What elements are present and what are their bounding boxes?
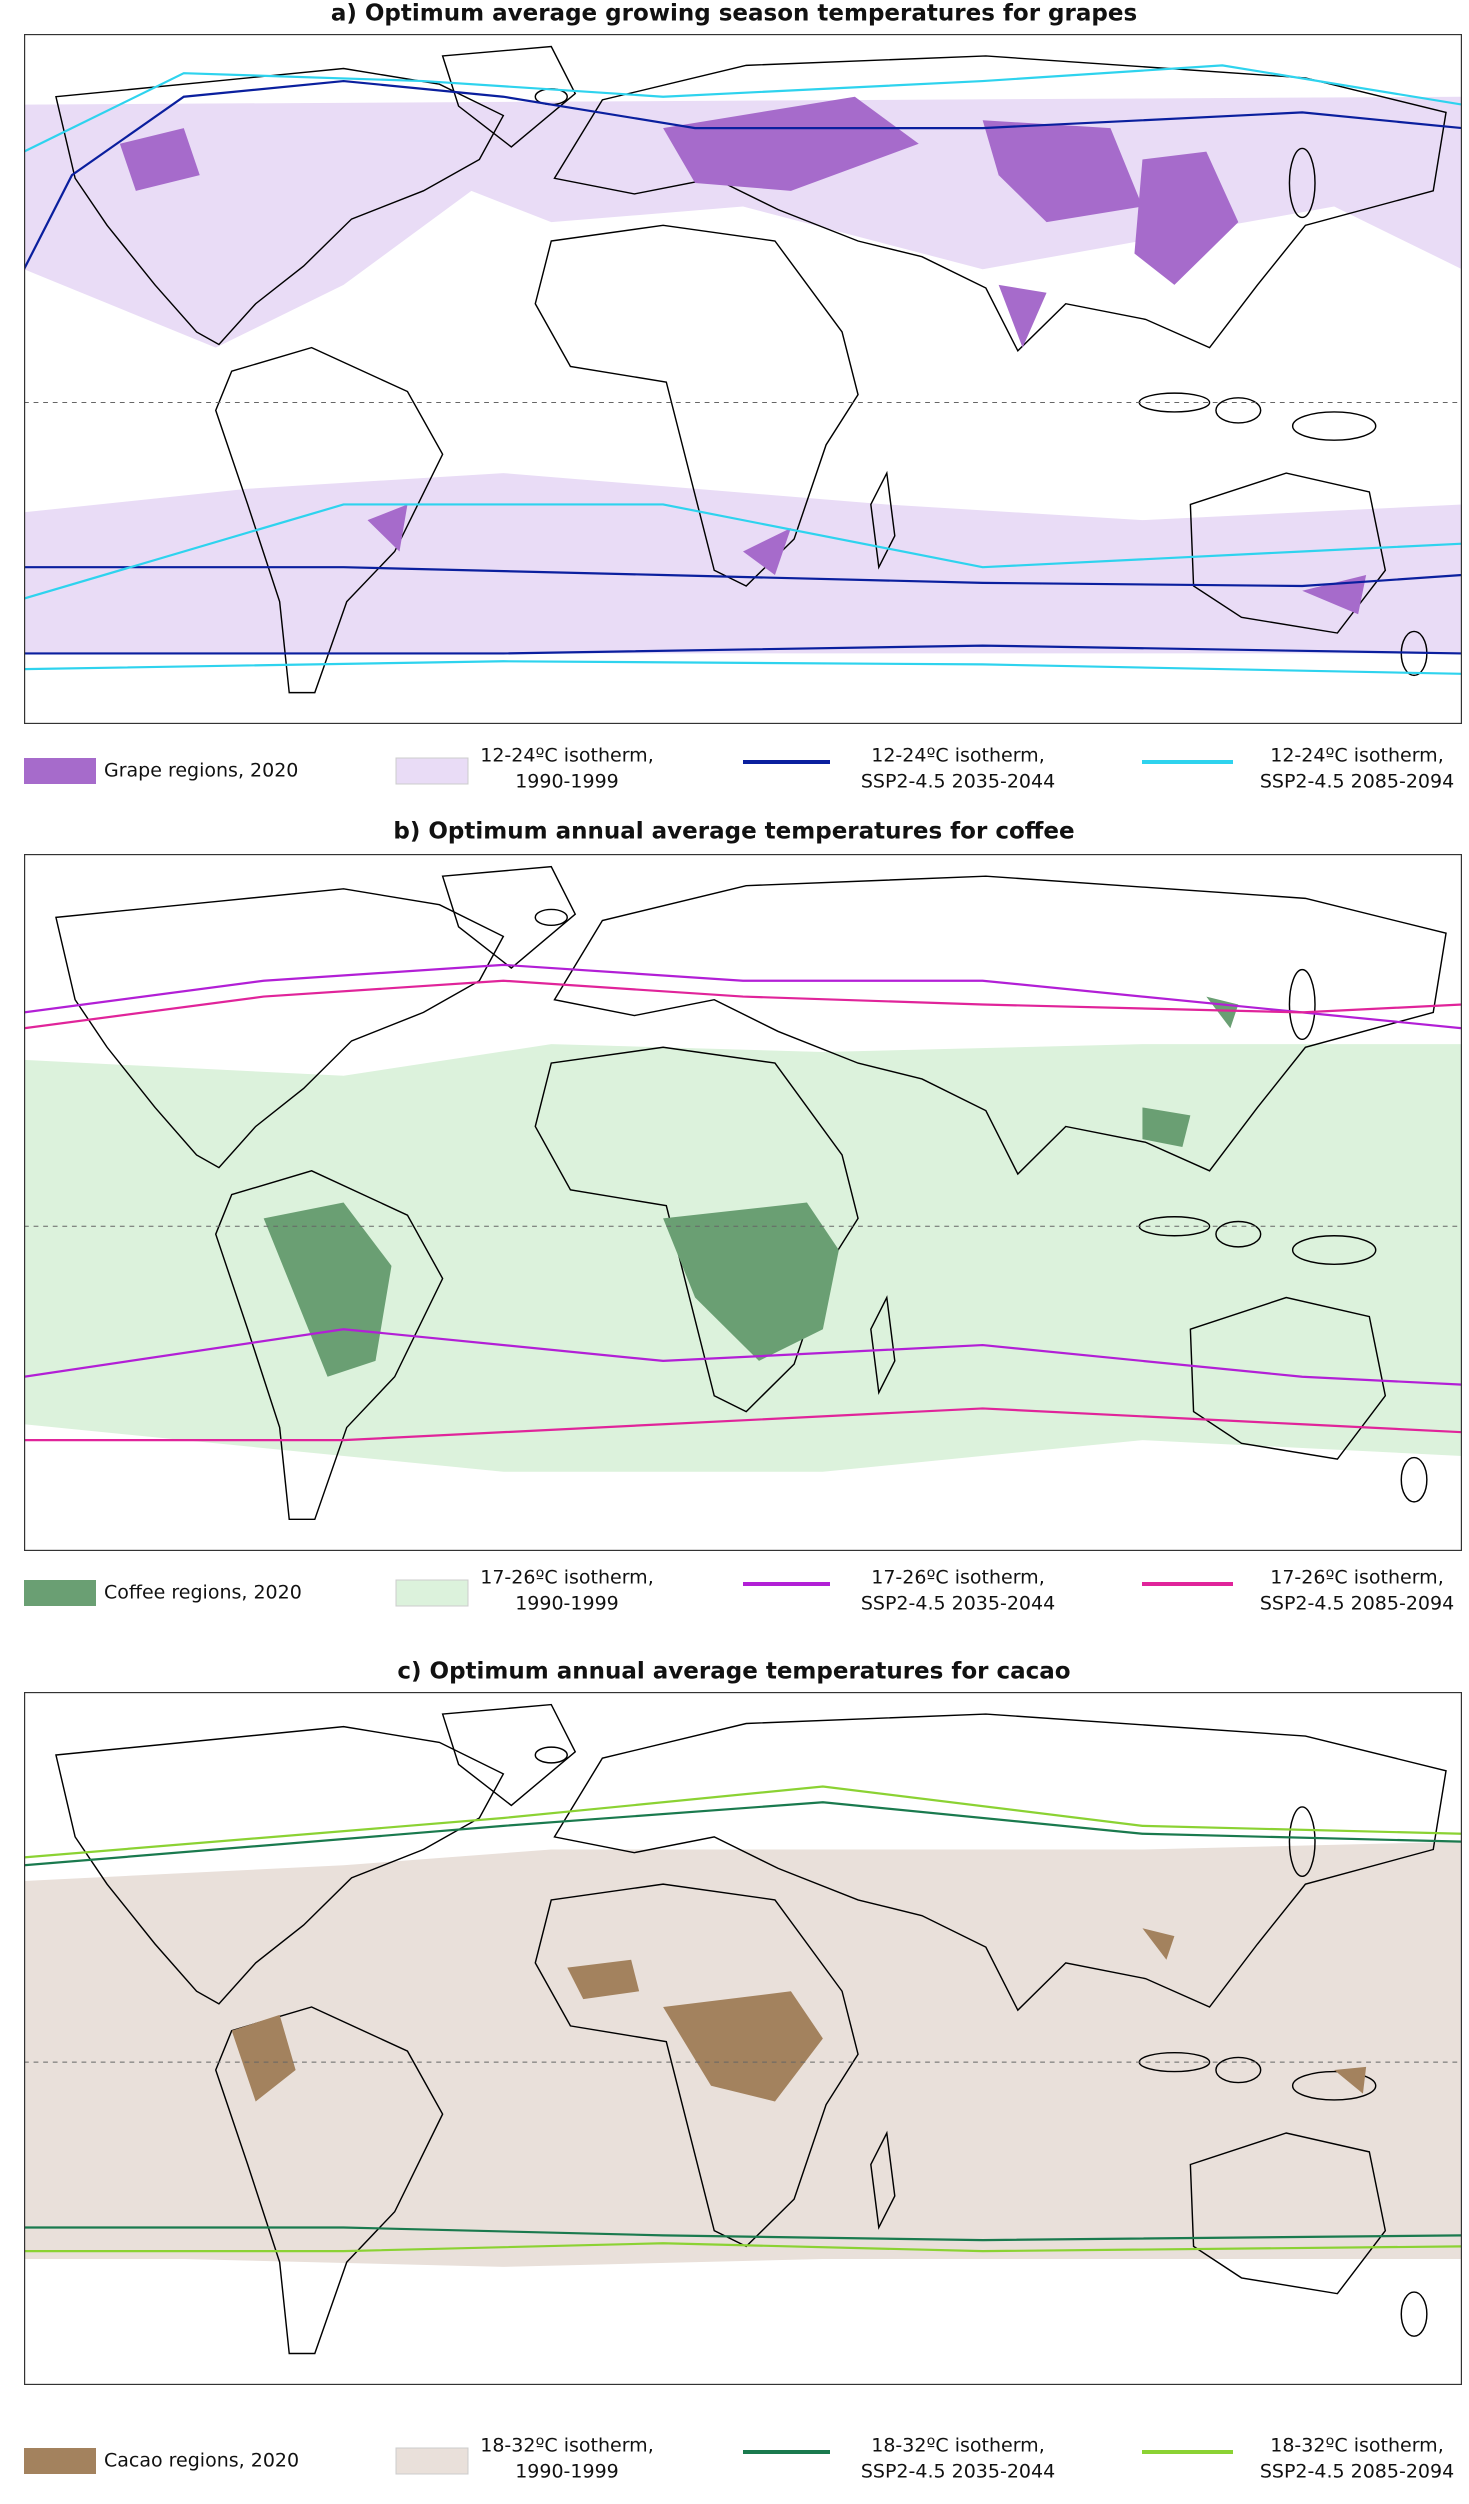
isotherm-2035 [24, 79, 1462, 270]
crop-region [367, 504, 408, 552]
isotherm-2035 [24, 566, 1462, 588]
crop-region [263, 1202, 392, 1377]
isotherm-2035 [24, 2226, 1462, 2242]
legend-swatch [395, 1579, 469, 1607]
isotherm-2085 [24, 1785, 1462, 1859]
legend-label: 17-26ºC isotherm, [871, 1567, 1044, 1589]
legend-label: 12-24ºC isotherm, [480, 745, 653, 767]
legend-label: 17-26ºC isotherm, [1270, 1567, 1443, 1589]
legend-label: 12-24ºC isotherm, [1270, 745, 1443, 767]
isotherm-2085 [24, 660, 1462, 675]
isotherm-2085 [24, 64, 1462, 153]
legend-swatch [24, 758, 96, 784]
crop-region [567, 1959, 640, 2000]
crop-region [1142, 1107, 1191, 1148]
legend-label: SSP2-4.5 2085-2094 [1260, 771, 1454, 793]
crop-region [1206, 996, 1239, 1029]
isotherm-2085 [24, 979, 1462, 1030]
crop-region [1302, 575, 1367, 615]
crop-region [982, 120, 1143, 223]
legend-label: Grape regions, 2020 [104, 760, 298, 782]
legend-label: 18-32ºC isotherm, [480, 2435, 653, 2457]
crop-region [119, 128, 200, 191]
crop-region [231, 2014, 296, 2102]
legend-label: 18-32ºC isotherm, [871, 2435, 1044, 2457]
legend-swatch [24, 2448, 96, 2474]
crop-region [1142, 1928, 1175, 1960]
legend-label: 12-24ºC isotherm, [871, 745, 1044, 767]
map [24, 1692, 1462, 2385]
legend-label: SSP2-4.5 2035-2044 [861, 2461, 1055, 2483]
map [24, 34, 1462, 724]
legend-label: SSP2-4.5 2085-2094 [1260, 2461, 1454, 2483]
isotherm-2085 [24, 503, 1462, 600]
legend-swatch [395, 2447, 469, 2475]
crop-region [663, 1991, 823, 2102]
crop-region [998, 284, 1047, 348]
legend-label: Cacao regions, 2020 [104, 2450, 299, 2472]
legend-label: 1990-1999 [515, 771, 619, 793]
crop-region [663, 96, 919, 191]
crop-region [663, 1202, 839, 1361]
isotherm-baseline-zone [24, 473, 1462, 654]
legend-label: 18-32ºC isotherm, [1270, 2435, 1443, 2457]
crop-region [1134, 151, 1239, 285]
isotherm-2085 [24, 1407, 1462, 1442]
isotherm-2035 [24, 644, 1462, 655]
legend-swatch [395, 757, 469, 785]
legend-label: SSP2-4.5 2085-2094 [1260, 1593, 1454, 1615]
legend-label: SSP2-4.5 2035-2044 [861, 1593, 1055, 1615]
legend-label: 17-26ºC isotherm, [480, 1567, 653, 1589]
isotherm-2035 [24, 1328, 1462, 1386]
panel-title: c) Optimum annual average temperatures f… [397, 1659, 1070, 1685]
legend-label: SSP2-4.5 2035-2044 [861, 771, 1055, 793]
legend-label: 1990-1999 [515, 2461, 619, 2483]
panel-title: b) Optimum annual average temperatures f… [393, 819, 1074, 845]
isotherm-2035 [24, 1801, 1462, 1867]
isotherm-2085 [24, 2242, 1462, 2253]
panel-title: a) Optimum average growing season temper… [331, 1, 1137, 27]
map [24, 854, 1462, 1551]
legend-label: 1990-1999 [515, 1593, 619, 1615]
legend-swatch [24, 1580, 96, 1606]
crop-region [743, 527, 791, 576]
legend-label: Coffee regions, 2020 [104, 1582, 302, 1604]
crop-region [1334, 2066, 1367, 2094]
